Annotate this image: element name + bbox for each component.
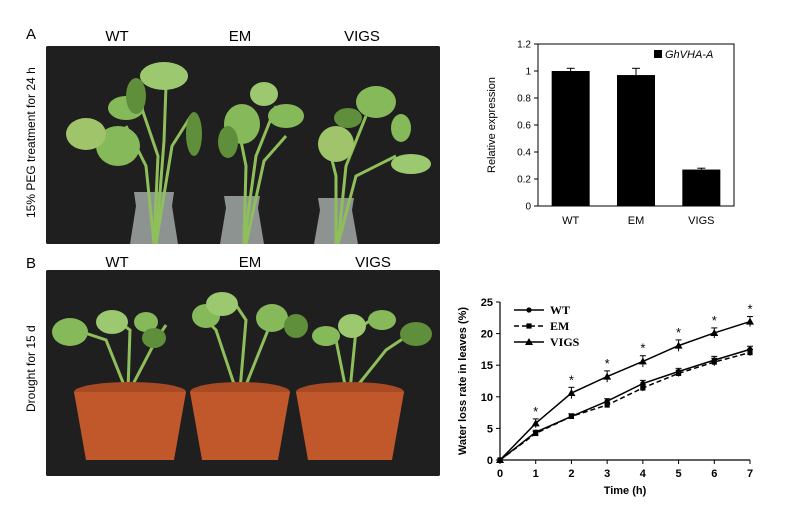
significance-asterisk: *	[569, 372, 574, 387]
significance-asterisk: *	[640, 341, 645, 356]
point-em	[747, 349, 753, 356]
panel-b-label-vigs: VIGS	[355, 254, 391, 271]
line-y-tick-label: 0	[487, 455, 493, 467]
panel-a-label-vigs: VIGS	[344, 28, 380, 45]
bar-x-tick-label: VIGS	[688, 215, 714, 227]
panel-b-label-wt: WT	[105, 254, 129, 271]
significance-asterisk: *	[605, 356, 610, 371]
panel-b-letter: B	[26, 255, 37, 272]
legend-label-vigs: VIGS	[550, 335, 580, 349]
drought-photo	[46, 270, 440, 476]
bar-vigs	[682, 169, 721, 206]
panel-a-label-wt: WT	[105, 28, 129, 45]
line-x-tick-label: 2	[568, 468, 574, 480]
series-line-vigs	[499, 320, 751, 461]
bar-y-tick-label: 0	[525, 202, 531, 213]
point-em	[568, 413, 575, 419]
significance-asterisk: *	[676, 325, 681, 340]
line-x-tick-label: 3	[604, 468, 610, 480]
bar-y-axis-label: Relative expression	[486, 77, 498, 173]
peg-treatment-photo	[46, 46, 440, 244]
legend-marker-vigs	[525, 338, 533, 345]
panel-a-letter: A	[26, 26, 37, 43]
bar-legend-label: GhVHA-A	[665, 49, 713, 61]
legend-marker-wt	[526, 307, 532, 313]
point-em	[640, 385, 646, 391]
line-y-tick-label: 5	[487, 423, 493, 435]
line-x-tick-label: 5	[676, 468, 682, 480]
bar-y-tick-label: 0.2	[517, 175, 531, 186]
line-x-tick-label: 1	[533, 468, 539, 480]
series-line-em	[499, 351, 751, 461]
line-y-tick-label: 10	[481, 392, 493, 404]
line-y-tick-label: 25	[481, 297, 493, 309]
point-vigs	[710, 328, 719, 336]
bar-y-tick-label: 1	[525, 67, 531, 78]
point-em	[533, 430, 539, 437]
expression-bar-chart: 0 0.2 0.4 0.6 0.8 1 1.2 Relative expression WT EM…	[486, 40, 735, 227]
line-x-tick-label: 0	[497, 468, 503, 480]
bar-y-tick-label: 0.4	[517, 148, 531, 159]
series-line-wt	[499, 348, 751, 461]
point-vigs	[746, 317, 754, 325]
legend-marker-em	[526, 323, 532, 329]
water-loss-line-chart: 0 5 10 15 20 25 0 1 2 3 4 5 6 7 Time (h) Water loss rat…	[457, 297, 754, 497]
panel-b-side-label: Drought for 15 d	[24, 325, 38, 412]
panel-b-label-em: EM	[238, 254, 262, 271]
significance-asterisk: *	[747, 302, 752, 317]
legend-label-em: EM	[550, 319, 569, 333]
point-em	[711, 359, 717, 365]
line-x-tick-label: 4	[640, 468, 647, 480]
significance-asterisk: *	[533, 404, 538, 419]
line-x-axis-label: Time (h)	[604, 485, 647, 497]
line-x-tick-label: 7	[747, 468, 753, 480]
point-vigs	[638, 357, 647, 365]
legend-label-wt: WT	[550, 303, 570, 317]
bar-em	[617, 75, 655, 206]
bar-wt	[551, 71, 590, 206]
panel-a-label-em: EM	[228, 28, 252, 45]
significance-asterisk: *	[712, 313, 717, 328]
point-em	[604, 402, 610, 408]
point-vigs	[531, 419, 540, 427]
bar-x-tick-label: EM	[628, 215, 645, 227]
bar-y-tick-label: 0.6	[517, 121, 531, 132]
line-y-tick-label: 15	[481, 360, 493, 372]
line-y-axis-label: Water loss rate in leaves (%)	[457, 307, 469, 455]
bar-legend-swatch	[654, 50, 662, 58]
panel-a-side-label: 15% PEG treatment for 24 h	[24, 67, 38, 218]
point-vigs	[603, 372, 612, 380]
point-vigs	[567, 389, 576, 397]
line-x-tick-label: 6	[711, 468, 717, 480]
point-vigs	[496, 456, 504, 463]
point-em	[675, 370, 682, 377]
bar-x-tick-label: WT	[562, 215, 579, 227]
bar-y-tick-label: 1.2	[517, 40, 531, 51]
line-y-tick-label: 20	[481, 329, 493, 341]
point-vigs	[674, 341, 683, 349]
bar-y-tick-label: 0.8	[517, 94, 531, 105]
